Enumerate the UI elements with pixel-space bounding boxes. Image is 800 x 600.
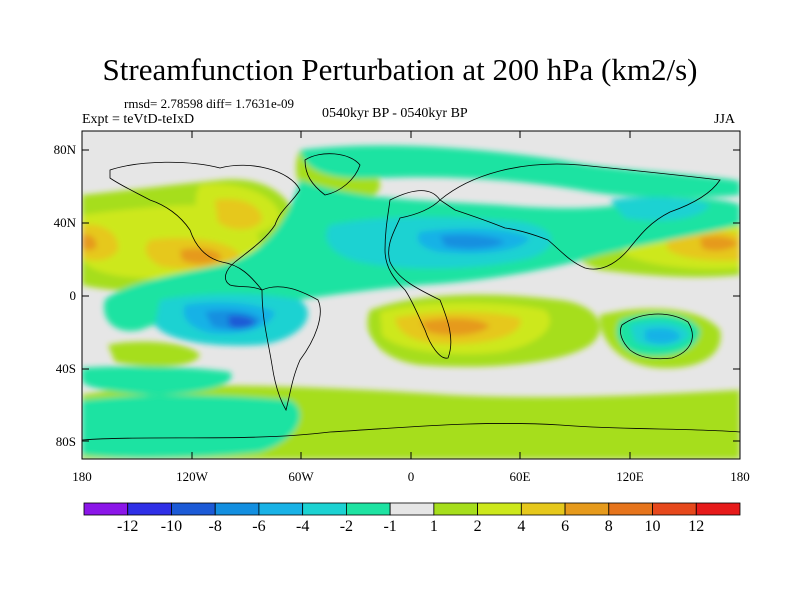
europe-africa-coast: [384, 190, 452, 359]
colorbar-swatch: [477, 502, 522, 516]
lon-label-60e: 60E: [509, 469, 531, 484]
contour-region: [440, 234, 505, 249]
experiment-label: Expt = teVtD-teIxD: [82, 112, 195, 127]
colorbar: [83, 502, 741, 516]
colorbar-swatch: [83, 502, 129, 516]
colorbar-swatch: [171, 502, 216, 516]
colorbar-swatch: [652, 502, 697, 516]
colorbar-swatch: [564, 502, 610, 516]
colorbar-label: 10: [644, 518, 661, 535]
period-label: 0540kyr BP - 0540kyr BP: [322, 106, 468, 121]
colorbar-swatch: [214, 502, 260, 516]
colorbar-label: 6: [561, 518, 570, 535]
colorbar-label: -10: [160, 518, 183, 535]
colorbar-swatch: [258, 502, 304, 516]
colorbar-label: 4: [517, 518, 526, 535]
colorbar-label: -8: [208, 518, 222, 535]
colorbar-swatch: [520, 502, 566, 516]
contour-region: [82, 395, 300, 458]
contour-region: [300, 145, 740, 198]
stats-label: rmsd= 2.78598 diff= 1.7631e-09: [124, 96, 295, 111]
colorbar-swatch: [695, 502, 741, 516]
greenland-coast: [304, 153, 361, 196]
lon-label-0: 0: [407, 469, 415, 484]
colorbar-label: -2: [339, 518, 354, 535]
contour-region: [228, 315, 256, 329]
colorbar-label: -4: [295, 518, 310, 535]
contour-region: [82, 234, 97, 251]
lon-label-180w: 180: [72, 469, 92, 484]
plot-title: Streamfunction Perturbation at 200 hPa (…: [102, 52, 698, 87]
colorbar-label: 1: [429, 518, 438, 535]
colorbar-swatch: [433, 502, 479, 516]
contour-region: [318, 330, 373, 367]
lat-label-eq: 0: [69, 288, 77, 303]
lat-label-40s: 40S: [55, 361, 76, 376]
colorbar-swatch: [389, 502, 435, 516]
lon-label-60w: 60W: [288, 469, 314, 484]
colorbar-swatch: [345, 502, 391, 516]
streamfunction-field: [82, 131, 740, 459]
contour-region: [82, 366, 232, 395]
colorbar-label: -12: [117, 518, 139, 535]
lat-label-80n: 80N: [53, 142, 76, 157]
axis-ticks: [81, 131, 741, 459]
antarctica-coast: [82, 423, 740, 441]
contour-region: [82, 224, 119, 261]
contour-region: [700, 236, 738, 251]
lat-label-40n: 40N: [53, 215, 76, 230]
colorbar-label: -6: [252, 518, 266, 535]
south-america-coast: [261, 286, 321, 412]
colorbar-swatch: [302, 502, 347, 516]
australia-coast: [620, 313, 693, 360]
contour-region: [420, 318, 490, 336]
season-label: JJA: [714, 112, 736, 127]
colorbar-swatch: [127, 502, 172, 516]
colorbar-label: -1: [383, 518, 397, 535]
north-america-coast: [109, 161, 301, 291]
lat-label-80s: 80S: [55, 434, 76, 449]
contour-region: [610, 197, 710, 221]
contour-region: [108, 341, 200, 367]
asia-coast: [439, 163, 721, 270]
contour-region: [645, 328, 680, 344]
lon-label-120w: 120W: [176, 469, 208, 484]
colorbar-label: 2: [473, 518, 482, 535]
contour-region: [180, 248, 222, 264]
colorbar-swatch: [608, 502, 653, 516]
lon-label-180e: 180: [730, 469, 750, 484]
coastlines: [82, 153, 740, 441]
colorbar-label: 8: [604, 518, 613, 535]
lon-label-120e: 120E: [616, 469, 644, 484]
colorbar-label: 12: [688, 518, 705, 535]
contour-region: [215, 199, 262, 230]
